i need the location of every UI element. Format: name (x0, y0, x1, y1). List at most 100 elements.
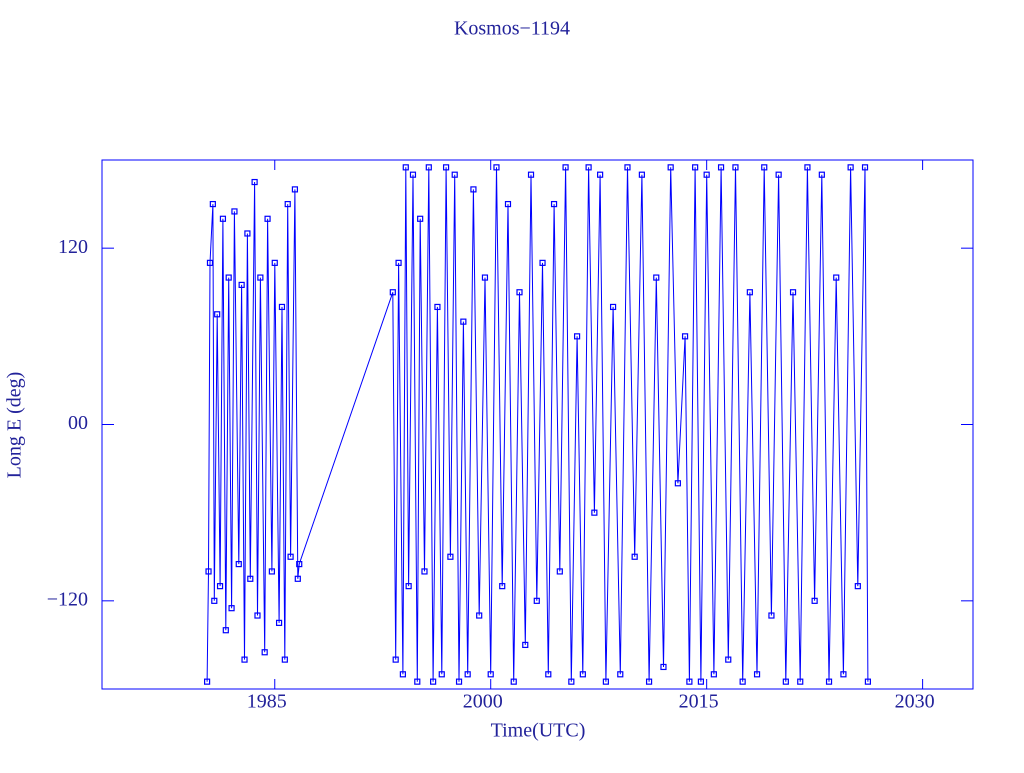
data-point (264, 215, 271, 222)
data-point (214, 311, 221, 318)
data-point (818, 171, 825, 178)
data-point (438, 671, 445, 678)
data-point (667, 164, 674, 171)
data-point (405, 583, 412, 590)
data-point (624, 164, 631, 171)
y-tick-label: 00 (68, 412, 88, 434)
data-point (797, 678, 804, 685)
y-axis-label: Long E (deg) (4, 372, 26, 479)
data-point (268, 568, 275, 575)
data-point (205, 568, 212, 575)
x-tick-label: 2000 (463, 691, 503, 713)
data-point (216, 583, 224, 590)
data-point (585, 164, 592, 171)
data-point (447, 553, 454, 560)
data-point (631, 553, 638, 560)
data-point (739, 678, 746, 685)
data-point (556, 568, 563, 575)
data-point (854, 583, 861, 590)
x-axis-label: Time(UTC) (491, 720, 586, 742)
data-point (209, 200, 216, 208)
data-point (499, 583, 506, 590)
data-point (717, 164, 725, 171)
data-point (825, 678, 833, 685)
data-point (692, 164, 699, 171)
data-point (251, 178, 258, 186)
data-point (219, 215, 227, 222)
data-point (487, 671, 494, 678)
data-point (732, 164, 739, 171)
data-point (768, 612, 775, 619)
data-point (660, 663, 667, 671)
data-point (417, 215, 424, 222)
data-point (597, 171, 604, 178)
data-point (225, 274, 232, 281)
data-point (257, 274, 264, 281)
data-point (442, 164, 450, 171)
data-point (579, 671, 586, 678)
data-point (430, 678, 437, 685)
data-point (476, 612, 483, 619)
data-point (389, 289, 396, 296)
y-tick-label: 120 (58, 236, 88, 258)
data-point (222, 627, 229, 634)
data-point (409, 171, 417, 178)
data-point (235, 560, 242, 568)
data-point (395, 259, 402, 266)
data-point (402, 164, 409, 171)
data-point (261, 649, 268, 656)
data-point (550, 200, 558, 208)
data-point (562, 164, 569, 171)
data-point (271, 259, 278, 266)
data-point (504, 200, 512, 208)
data-point (840, 671, 847, 678)
data-point (761, 164, 768, 171)
data-point (203, 678, 211, 685)
data-point (522, 641, 529, 649)
data-point (421, 568, 428, 575)
data-point (782, 678, 789, 685)
data-point (414, 678, 421, 685)
data-point (833, 274, 840, 281)
data-point (206, 259, 214, 266)
data-point (811, 597, 818, 604)
data-point (609, 303, 617, 311)
data-point (539, 259, 546, 266)
data-point (789, 289, 797, 296)
data-point (864, 678, 872, 685)
x-tick-label: 2015 (679, 691, 719, 713)
data-point (703, 171, 710, 178)
data-point (493, 164, 500, 171)
data-point (602, 678, 609, 685)
data-point (296, 560, 303, 568)
data-point (211, 597, 218, 604)
data-point (710, 671, 717, 678)
data-point (464, 671, 471, 678)
data-point (481, 274, 489, 281)
data-point (244, 230, 251, 237)
data-point (392, 656, 399, 663)
data-point (275, 619, 283, 626)
x-tick-label: 1985 (247, 691, 287, 713)
data-point (568, 678, 575, 685)
data-point (294, 575, 301, 582)
data-point (460, 318, 467, 325)
data-point (287, 553, 294, 560)
chart-title: Kosmos−1194 (454, 18, 570, 40)
data-point (533, 597, 540, 604)
data-point (247, 575, 254, 582)
data-point (573, 333, 581, 340)
data-point (545, 671, 552, 678)
data-point (527, 171, 535, 178)
data-point (638, 171, 645, 178)
data-point (451, 171, 458, 178)
data-point (753, 671, 761, 678)
data-point (399, 671, 406, 678)
data-point (516, 289, 523, 296)
data-point (775, 171, 782, 178)
data-point (278, 303, 286, 311)
data-point (281, 656, 288, 663)
data-point (470, 186, 477, 193)
data-point (425, 164, 432, 171)
data-point (686, 678, 693, 685)
